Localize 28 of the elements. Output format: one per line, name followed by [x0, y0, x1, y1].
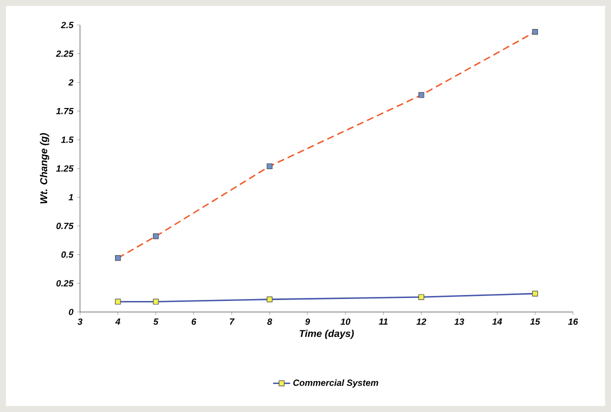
x-tick-label: 3	[78, 318, 82, 325]
x-tick-label: 5	[153, 318, 158, 325]
x-tick-label: 6	[192, 318, 196, 325]
y-tick-label: 0	[68, 308, 74, 316]
y-tick-label: 0.5	[61, 251, 74, 258]
x-axis-title: Time (days)	[300, 330, 354, 339]
y-tick-label: 2.25	[56, 50, 74, 57]
x-tick-label: 16	[568, 318, 578, 325]
y-tick-label: 0.25	[56, 280, 74, 286]
y-tick-label: 0.75	[56, 222, 74, 230]
y-tick-label: 1	[68, 194, 74, 200]
x-tick-label: 7	[230, 318, 235, 325]
x-tick-label: 9	[305, 318, 310, 325]
y-tick-label: 2	[68, 79, 74, 86]
y-tick-label: 2.5	[60, 22, 74, 28]
x-tick-label: 4	[115, 318, 120, 325]
x-tick-label: 15	[530, 318, 540, 325]
y-axis-title: Wt. Change (g)	[40, 133, 50, 204]
legend-label: Commercial System	[293, 379, 378, 388]
x-tick-label: 8	[267, 318, 272, 325]
x-tick-label: 12	[416, 318, 426, 325]
x-tick-label: 10	[340, 318, 350, 325]
x-tick-label: 13	[454, 318, 464, 325]
y-tick-label: 1.75	[56, 108, 74, 114]
x-tick-label: 11	[378, 318, 388, 325]
y-tick-label: 1.25	[56, 165, 74, 172]
x-tick-label: 14	[492, 318, 502, 325]
y-tick-label: 1.5	[61, 136, 74, 143]
